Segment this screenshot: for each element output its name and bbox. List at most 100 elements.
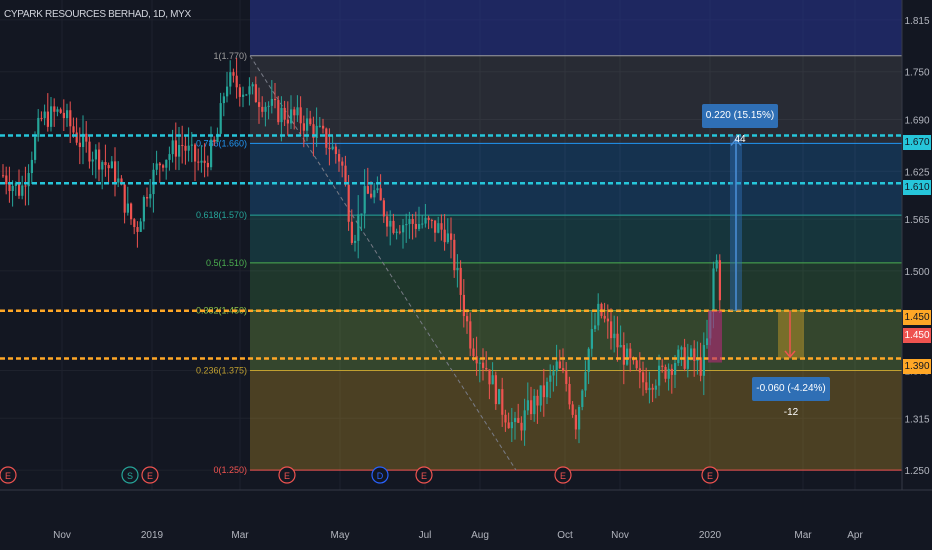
candle-body bbox=[110, 161, 113, 169]
candle-body bbox=[123, 184, 126, 213]
candle-body bbox=[232, 72, 235, 76]
candle-body bbox=[11, 185, 14, 192]
candle-body bbox=[2, 175, 5, 177]
event-marker-label: E bbox=[560, 471, 566, 481]
candle-body bbox=[213, 139, 216, 143]
candle-body bbox=[466, 316, 469, 322]
measure-up-arrowhead bbox=[730, 138, 742, 146]
candle-body bbox=[75, 132, 78, 143]
candle-body bbox=[344, 165, 347, 185]
candle-body bbox=[462, 294, 465, 317]
candle-body bbox=[674, 363, 677, 375]
candle-body bbox=[594, 325, 597, 330]
candle-body bbox=[427, 217, 430, 221]
candle-body bbox=[235, 75, 238, 88]
candle-body bbox=[718, 260, 721, 301]
candle-body bbox=[197, 161, 200, 163]
candle-body bbox=[254, 84, 257, 103]
candle-body bbox=[606, 318, 609, 322]
candle-body bbox=[139, 221, 142, 232]
candle-body bbox=[642, 372, 645, 383]
candle-body bbox=[315, 125, 318, 138]
fib-level-label: 0.786(1.660) bbox=[196, 138, 247, 148]
event-marker-icon bbox=[701, 466, 719, 484]
candle-body bbox=[578, 406, 581, 430]
candle-body bbox=[702, 345, 705, 376]
price-tag-1670: 1.670 bbox=[903, 135, 931, 150]
candle-body bbox=[539, 385, 542, 406]
candle-body bbox=[475, 356, 478, 364]
candle-body bbox=[203, 160, 206, 163]
candle-body bbox=[590, 329, 593, 349]
candle-body bbox=[658, 365, 661, 386]
candle-body bbox=[626, 348, 629, 365]
candle-body bbox=[526, 400, 529, 411]
event-marker-label: E bbox=[421, 471, 427, 481]
candle-body bbox=[101, 162, 104, 170]
price-tag-1390: 1.390 bbox=[903, 359, 931, 374]
x-tick-label: Jul bbox=[419, 530, 432, 541]
event-marker-icon bbox=[278, 466, 296, 484]
candle-body bbox=[712, 268, 715, 312]
candle-body bbox=[514, 417, 517, 423]
candle-body bbox=[206, 162, 209, 168]
candle-body bbox=[200, 160, 203, 163]
candle-body bbox=[542, 385, 545, 398]
x-tick-label: Mar bbox=[794, 530, 812, 541]
candle-body bbox=[408, 218, 411, 225]
candle-body bbox=[386, 216, 389, 227]
candle-body bbox=[88, 141, 91, 162]
candle-body bbox=[485, 367, 488, 370]
candle-body bbox=[238, 87, 241, 97]
candle-body bbox=[610, 321, 613, 339]
candle-body bbox=[536, 395, 539, 406]
candle-body bbox=[312, 124, 315, 138]
candle-body bbox=[555, 361, 558, 372]
fib-level-label: 0.236(1.375) bbox=[196, 365, 247, 375]
candle-body bbox=[443, 229, 446, 243]
candle-body bbox=[277, 100, 280, 123]
candle-body bbox=[190, 144, 193, 146]
candle-body bbox=[21, 185, 24, 196]
candle-body bbox=[149, 194, 152, 199]
candle-body bbox=[334, 146, 337, 155]
candle-body bbox=[210, 139, 213, 168]
candle-body bbox=[194, 144, 197, 162]
x-tick-label: Aug bbox=[471, 530, 489, 541]
candle-body bbox=[155, 163, 158, 170]
candle-body bbox=[248, 86, 251, 95]
candle-body bbox=[53, 106, 56, 112]
last-price-tag: 1.450 bbox=[903, 328, 931, 343]
candle-body bbox=[126, 203, 129, 213]
candle-body bbox=[37, 117, 40, 137]
x-tick-label: May bbox=[331, 530, 350, 541]
candle-body bbox=[360, 213, 363, 215]
candle-body bbox=[568, 383, 571, 405]
candle-body bbox=[152, 169, 155, 195]
price-axis-bg bbox=[902, 0, 932, 550]
candle-body bbox=[507, 422, 510, 429]
candle-body bbox=[584, 372, 587, 391]
fib-zone bbox=[250, 55, 902, 144]
candle-body bbox=[24, 185, 27, 187]
candle-body bbox=[133, 219, 136, 228]
candles bbox=[2, 57, 721, 446]
fib-level-label: 0.5(1.510) bbox=[206, 258, 247, 268]
event-marker-icon bbox=[415, 466, 433, 484]
candle-body bbox=[296, 107, 299, 116]
candle-body bbox=[309, 118, 312, 125]
candle-body bbox=[242, 94, 245, 97]
x-tick-label: Mar bbox=[231, 530, 249, 541]
candle-body bbox=[379, 188, 382, 201]
candle-body bbox=[178, 145, 181, 157]
candle-body bbox=[418, 224, 421, 229]
candle-body bbox=[424, 217, 427, 224]
candle-body bbox=[181, 145, 184, 147]
candle-body bbox=[446, 233, 449, 243]
candle-body bbox=[283, 107, 286, 120]
candle-body bbox=[219, 103, 222, 134]
candle-body bbox=[414, 223, 417, 229]
